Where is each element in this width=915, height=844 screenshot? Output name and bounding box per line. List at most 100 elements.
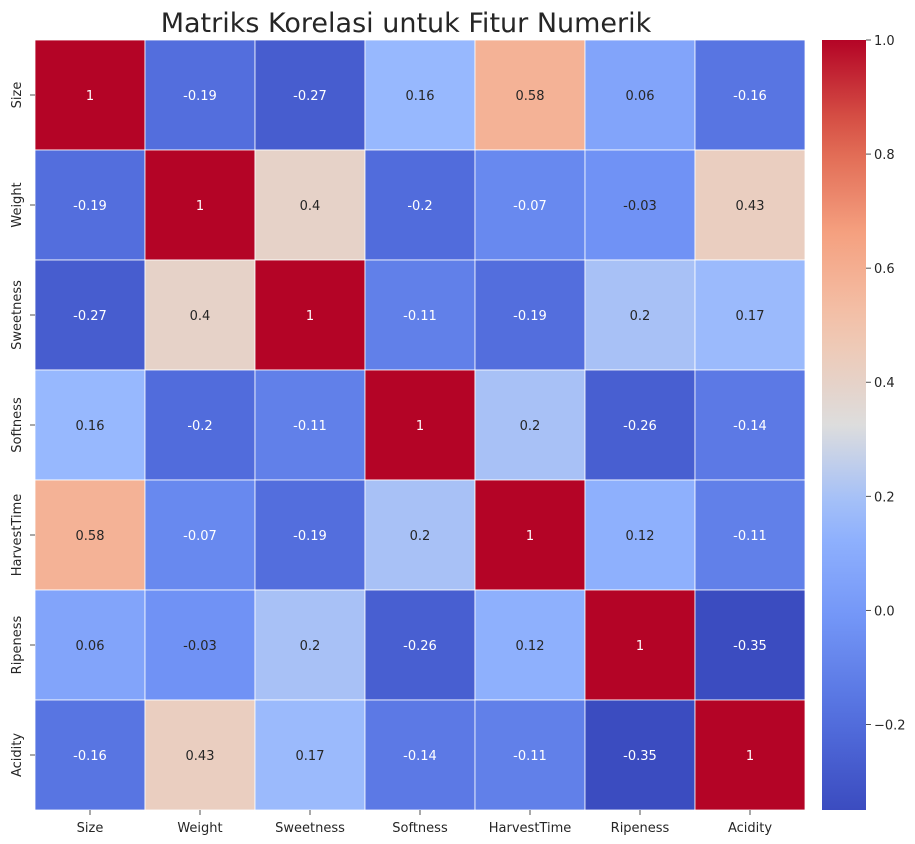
x-tick-label: Size (77, 821, 104, 836)
y-tick-label: Acidity (10, 733, 25, 777)
x-axis: Size Weight Sweetness Softness HarvestTime Ri… (77, 810, 772, 836)
cell-value-label: 0.12 (626, 529, 655, 544)
cell-value-label: 0.06 (626, 89, 655, 104)
heatmap-cell (584, 699, 696, 811)
cell-value-label: 0.12 (516, 639, 545, 654)
cell-value-label: 0.06 (76, 639, 105, 654)
cell-value-label: 1 (306, 309, 314, 324)
x-tick-label: Softness (392, 821, 448, 836)
colorbar: −0.2 0.0 0.2 0.4 0.6 0.8 1.0 (822, 34, 906, 810)
cell-value-label: -0.19 (183, 89, 217, 104)
colorbar-tick-label: 0.4 (874, 376, 895, 391)
cell-value-label: -0.35 (623, 749, 657, 764)
heatmap-cell (254, 479, 366, 591)
cell-value-label: 0.17 (736, 309, 765, 324)
colorbar-gradient (822, 40, 866, 810)
colorbar-tick-label: 1.0 (874, 34, 895, 49)
heatmap-annotations: 1 -0.19 -0.27 0.16 0.58 0.06 -0.16 -0.19 1 0.4 -0.… (73, 89, 767, 764)
heatmap-cell (34, 259, 146, 371)
cell-value-label: 0.16 (406, 89, 435, 104)
y-tick-label: Softness (10, 397, 25, 453)
cell-value-label: -0.14 (403, 749, 437, 764)
heatmap-cell (144, 589, 256, 701)
cell-value-label: 0.2 (520, 419, 541, 434)
heatmap-cell (584, 479, 696, 591)
heatmap-cells (34, 39, 806, 811)
heatmap-cell (254, 149, 366, 261)
heatmap-cell (34, 149, 146, 261)
heatmap-cell (34, 479, 146, 591)
chart-title: Matriks Korelasi untuk Fitur Numerik (161, 8, 652, 39)
cell-value-label: 0.17 (296, 749, 325, 764)
heatmap-cell (474, 589, 586, 701)
cell-value-label: -0.16 (733, 89, 767, 104)
cell-value-label: 1 (526, 529, 534, 544)
heatmap-cell (474, 39, 586, 151)
heatmap-cell (144, 39, 256, 151)
heatmap-cell (254, 699, 366, 811)
cell-value-label: 0.2 (630, 309, 651, 324)
heatmap-cell (144, 259, 256, 371)
heatmap-cell (254, 589, 366, 701)
cell-value-label: -0.03 (623, 199, 657, 214)
x-tick-label: HarvestTime (489, 821, 571, 836)
x-tick-label: Ripeness (611, 821, 670, 836)
cell-value-label: -0.07 (513, 199, 547, 214)
heatmap-cell (34, 589, 146, 701)
cell-value-label: -0.26 (623, 419, 657, 434)
heatmap-cell (254, 39, 366, 151)
cell-value-label: -0.19 (73, 199, 107, 214)
cell-value-label: -0.11 (403, 309, 437, 324)
cell-value-label: -0.2 (407, 199, 432, 214)
heatmap-cell (34, 369, 146, 481)
cell-value-label: -0.03 (183, 639, 217, 654)
heatmap-cell (694, 589, 806, 701)
cell-value-label: 0.4 (300, 199, 321, 214)
colorbar-tick-label: 0.0 (874, 604, 895, 619)
y-tick-label: Size (10, 82, 25, 109)
heatmap-cell (584, 39, 696, 151)
cell-value-label: -0.27 (293, 89, 327, 104)
heatmap-cell (474, 699, 586, 811)
y-tick-label: HarvestTime (10, 494, 25, 576)
x-tick-label: Weight (177, 821, 222, 836)
heatmap-cell (364, 369, 476, 481)
heatmap-cell (694, 369, 806, 481)
cell-value-label: -0.11 (293, 419, 327, 434)
colorbar-tick-label: −0.2 (874, 718, 906, 733)
heatmap-cell (254, 259, 366, 371)
cell-value-label: 0.43 (736, 199, 765, 214)
cell-value-label: 1 (746, 749, 754, 764)
heatmap-cell (694, 479, 806, 591)
heatmap-cell (144, 369, 256, 481)
heatmap-cell (364, 39, 476, 151)
heatmap-cell (694, 259, 806, 371)
cell-value-label: -0.07 (183, 529, 217, 544)
cell-value-label: -0.19 (293, 529, 327, 544)
cell-value-label: 0.2 (410, 529, 431, 544)
cell-value-label: 1 (636, 639, 644, 654)
y-axis: Size Weight Sweetness Softness HarvestTime Ri… (10, 82, 35, 777)
cell-value-label: 0.16 (76, 419, 105, 434)
heatmap-cell (364, 699, 476, 811)
y-tick-label: Weight (10, 182, 25, 227)
cell-value-label: 0.58 (76, 529, 105, 544)
cell-value-label: 1 (196, 199, 204, 214)
cell-value-label: -0.27 (73, 309, 107, 324)
cell-value-label: 1 (86, 89, 94, 104)
cell-value-label: -0.26 (403, 639, 437, 654)
heatmap-cell (474, 149, 586, 261)
colorbar-tick-label: 0.2 (874, 490, 895, 505)
cell-value-label: -0.11 (733, 529, 767, 544)
heatmap-cell (34, 699, 146, 811)
heatmap-cell (34, 39, 146, 151)
cell-value-label: -0.11 (513, 749, 547, 764)
cell-value-label: -0.35 (733, 639, 767, 654)
heatmap-cell (694, 149, 806, 261)
cell-value-label: -0.19 (513, 309, 547, 324)
cell-value-label: 0.4 (190, 309, 211, 324)
heatmap-cell (584, 149, 696, 261)
cell-value-label: -0.16 (73, 749, 107, 764)
cell-value-label: 0.43 (186, 749, 215, 764)
